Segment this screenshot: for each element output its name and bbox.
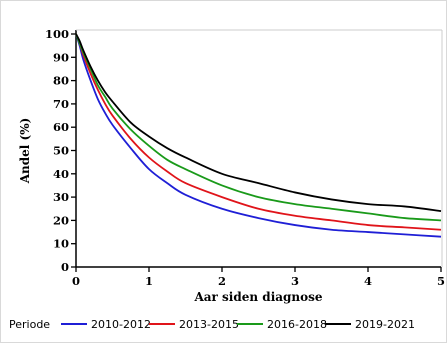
- x-tick-label: 4: [364, 274, 372, 288]
- y-tick-label: 100: [45, 27, 69, 41]
- x-tick-label: 5: [437, 274, 445, 288]
- y-tick-label: 30: [53, 190, 69, 204]
- y-tick-label: 80: [53, 74, 69, 88]
- y-tick-label: 40: [53, 167, 69, 181]
- x-tick-label: 0: [72, 274, 80, 288]
- series-line-2010-2012: [75, 33, 442, 238]
- legend-label: 2010-2012: [91, 318, 151, 331]
- series-line-2019-2021: [75, 33, 442, 212]
- series-line-2016-2018: [75, 33, 442, 222]
- legend-label: 2019-2021: [355, 318, 415, 331]
- legend-title: Periode: [9, 318, 50, 331]
- axes: [75, 29, 443, 268]
- y-tick-label: 20: [53, 213, 69, 227]
- y-tick-label: 60: [53, 120, 69, 134]
- legend-label: 2016-2018: [267, 318, 327, 331]
- legend-label: 2013-2015: [179, 318, 239, 331]
- x-tick-label: 2: [218, 274, 226, 288]
- y-axis-title: Andel (%): [18, 118, 32, 185]
- y-ticks: 0 10 20 30 40 50 60 70 80 90 100: [45, 27, 76, 274]
- series-line-2013-2015: [75, 33, 442, 231]
- y-tick-label: 90: [53, 50, 69, 64]
- y-tick-label: 0: [61, 260, 69, 274]
- x-tick-label: 1: [145, 274, 153, 288]
- y-tick-label: 70: [53, 97, 69, 111]
- x-axis-title: Aar siden diagnose: [193, 290, 322, 304]
- y-tick-label: 10: [53, 237, 69, 251]
- series-group: [75, 33, 442, 238]
- y-tick-label: 50: [53, 144, 69, 158]
- legend: Periode 2010-2012 2013-2015 2016-2018 2019-…: [9, 318, 415, 331]
- x-ticks: 0 1 2 3 4 5: [72, 267, 445, 288]
- x-tick-label: 3: [291, 274, 299, 288]
